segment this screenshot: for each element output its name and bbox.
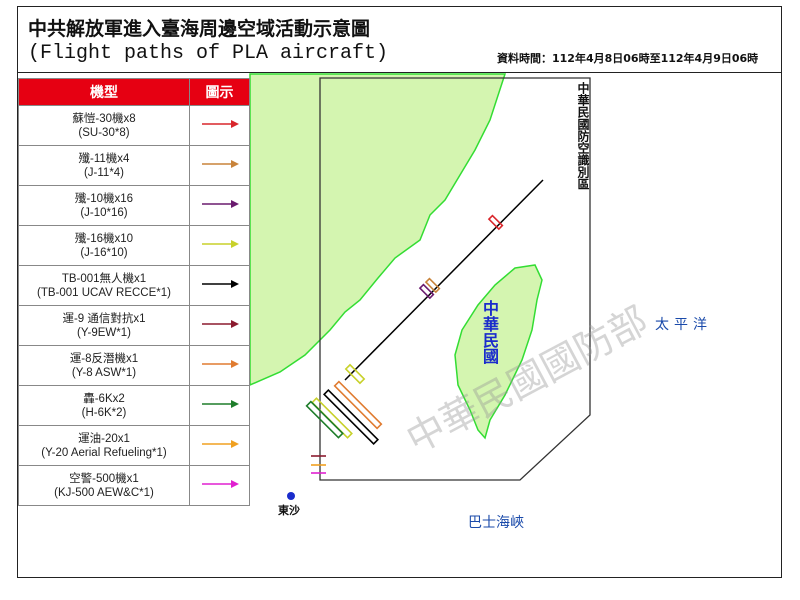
aircraft-name-zh: 殲-10機x16 (74, 192, 134, 205)
aircraft-name-zh: 運-9 通信對抗x1 (62, 312, 146, 325)
aircraft-name-en: (KJ-500 AEW&C*1) (54, 486, 154, 499)
legend-row: 殲-10機x16 (J-10*16) (18, 185, 250, 226)
legend-row: 殲-11機x4 (J-11*4) (18, 145, 250, 186)
bashi-channel-label: 巴士海峽 (468, 515, 524, 531)
taiwan-label: 中華民國 (480, 300, 499, 364)
aircraft-name-en: (J-11*4) (83, 166, 125, 179)
legend-arrow-cell (189, 185, 250, 226)
page-subtitle: (Flight paths of PLA aircraft) (28, 42, 389, 65)
arrow-icon (201, 319, 239, 328)
arrow-icon (201, 239, 239, 248)
aircraft-name-zh: 運油-20x1 (78, 432, 130, 445)
aircraft-type: 運-8反潛機x1 (Y-8 ASW*1) (18, 345, 190, 386)
legend-row: 空警-500機x1 (KJ-500 AEW&C*1) (18, 465, 250, 506)
arrow-icon (201, 439, 239, 448)
flight-markers (305, 214, 504, 474)
aircraft-type: 運-9 通信對抗x1 (Y-9EW*1) (18, 305, 190, 346)
arrow-icon (201, 199, 239, 208)
legend-arrow-cell (189, 385, 250, 426)
aircraft-name-en: (Y-8 ASW*1) (71, 366, 137, 379)
legend-arrow-cell (189, 465, 250, 506)
aircraft-name-en: (Y-9EW*1) (77, 326, 131, 339)
aircraft-name-zh: 殲-16機x10 (74, 232, 134, 245)
legend-arrow-cell (189, 105, 250, 146)
dongsha-label: 東沙 (278, 504, 300, 517)
aircraft-type: 轟-6Kx2 (H-6K*2) (18, 385, 190, 426)
aircraft-name-zh: 運-8反潛機x1 (69, 352, 139, 365)
legend-row: 蘇愷-30機x8 (SU-30*8) (18, 105, 250, 146)
taiwan-island (454, 264, 543, 440)
map-area (18, 72, 781, 577)
legend-row: TB-001無人機x1 (TB-001 UCAV RECCE*1) (18, 265, 250, 306)
aircraft-name-zh: 轟-6Kx2 (83, 392, 125, 405)
legend-arrow-cell (189, 225, 250, 266)
legend-arrow-cell (189, 305, 250, 346)
aircraft-name-en: (TB-001 UCAV RECCE*1) (37, 286, 171, 299)
aircraft-type: 運油-20x1 (Y-20 Aerial Refueling*1) (18, 425, 190, 466)
aircraft-name-en: (SU-30*8) (78, 126, 130, 139)
legend-arrow-cell (189, 345, 250, 386)
map-frame (17, 6, 782, 578)
data-period: 資料時間：112年4月8日06時至112年4月9日06時 (497, 52, 759, 65)
legend-row: 運-8反潛機x1 (Y-8 ASW*1) (18, 345, 250, 386)
arrow-icon (201, 359, 239, 368)
legend-arrow-cell (189, 145, 250, 186)
china-coast (249, 73, 507, 387)
aircraft-type: 殲-11機x4 (J-11*4) (18, 145, 190, 186)
aircraft-name-zh: 蘇愷-30機x8 (72, 112, 136, 125)
legend-arrow-cell (189, 265, 250, 306)
legend-table: 機型 圖示 蘇愷-30機x8 (SU-30*8) 殲-11機x4 (J-11*4) 殲-… (18, 78, 250, 506)
arrow-icon (201, 119, 239, 128)
aircraft-name-en: (J-10*16) (80, 206, 128, 219)
adiz-label: 中華民國防空識別區 (576, 82, 590, 190)
arrow-icon (201, 159, 239, 168)
aircraft-name-zh: 空警-500機x1 (69, 472, 139, 485)
aircraft-type: 蘇愷-30機x8 (SU-30*8) (18, 105, 190, 146)
aircraft-type: 空警-500機x1 (KJ-500 AEW&C*1) (18, 465, 190, 506)
aircraft-name-en: (Y-20 Aerial Refueling*1) (41, 446, 167, 459)
tb001-flight-path (344, 179, 544, 381)
aircraft-name-zh: 殲-11機x4 (78, 152, 130, 165)
aircraft-name-en: (J-16*10) (80, 246, 128, 259)
aircraft-name-en: (H-6K*2) (81, 406, 127, 419)
legend-row: 運-9 通信對抗x1 (Y-9EW*1) (18, 305, 250, 346)
legend-row: 轟-6Kx2 (H-6K*2) (18, 385, 250, 426)
legend-header-type: 機型 (18, 78, 190, 106)
aircraft-name-zh: TB-001無人機x1 (61, 272, 147, 285)
legend-header-icon: 圖示 (189, 78, 250, 106)
legend-arrow-cell (189, 425, 250, 466)
arrow-icon (201, 279, 239, 288)
dongsha-dot (287, 492, 295, 500)
arrow-icon (201, 479, 239, 488)
legend-row: 殲-16機x10 (J-16*10) (18, 225, 250, 266)
adiz-boundary (319, 77, 591, 481)
aircraft-type: 殲-16機x10 (J-16*10) (18, 225, 190, 266)
page-title: 中共解放軍進入臺海周邊空域活動示意圖 (28, 18, 371, 40)
aircraft-type: 殲-10機x16 (J-10*16) (18, 185, 190, 226)
arrow-icon (201, 399, 239, 408)
legend-row: 運油-20x1 (Y-20 Aerial Refueling*1) (18, 425, 250, 466)
pacific-label: 太平洋 (655, 317, 712, 333)
aircraft-type: TB-001無人機x1 (TB-001 UCAV RECCE*1) (18, 265, 190, 306)
